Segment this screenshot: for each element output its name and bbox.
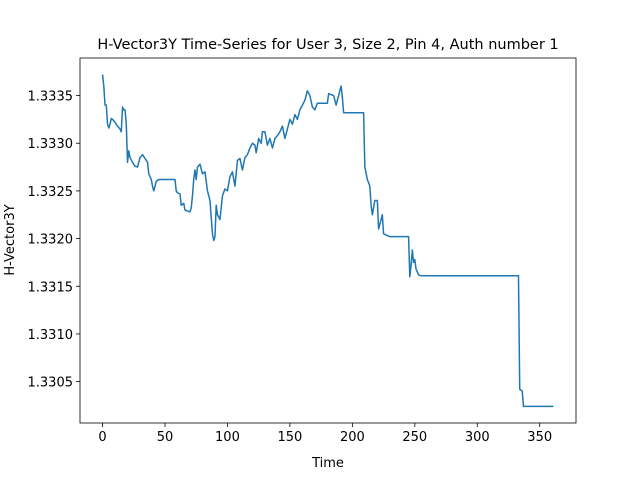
y-tick-label: 1.3325 (28, 185, 74, 200)
y-tick-label: 1.3320 (28, 233, 74, 248)
y-tick-label: 1.3310 (28, 328, 74, 343)
y-tick-label: 1.3305 (28, 376, 74, 391)
y-tick-label: 1.3330 (28, 137, 74, 152)
x-tick-label: 350 (527, 430, 552, 445)
y-tick-label: 1.3335 (28, 90, 74, 105)
x-tick-label: 300 (465, 430, 490, 445)
y-axis-label: H-Vector3Y (3, 204, 18, 275)
chart-title: H-Vector3Y Time-Series for User 3, Size … (97, 37, 558, 53)
x-axis-label: Time (311, 456, 344, 471)
x-tick-label: 0 (98, 430, 106, 445)
data-line (101, 74, 554, 408)
x-tick-label: 250 (402, 430, 427, 445)
plot-frame (79, 57, 577, 424)
x-tick-label: 50 (157, 430, 174, 445)
x-tick-label: 100 (215, 430, 240, 445)
x-tick-label: 200 (340, 430, 365, 445)
y-tick-label: 1.3315 (28, 280, 74, 295)
x-tick-label: 150 (277, 430, 302, 445)
